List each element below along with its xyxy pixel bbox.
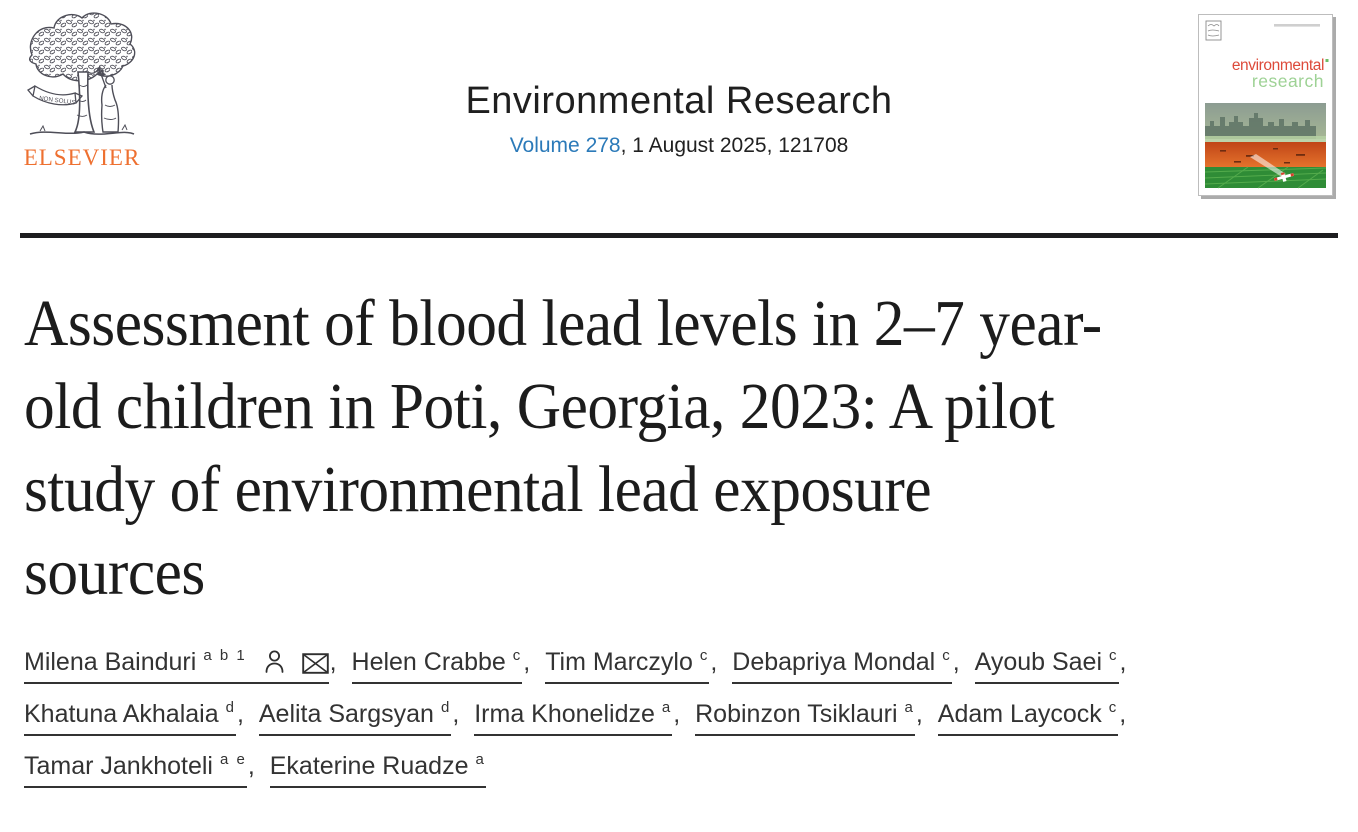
author-separator: , bbox=[329, 648, 344, 676]
author-separator: , bbox=[710, 648, 725, 676]
cover-title-research: research bbox=[1252, 71, 1324, 91]
author-name: Khatuna Akhalaia bbox=[24, 700, 219, 728]
author-link[interactable]: Tim Marczylo c bbox=[545, 647, 710, 684]
author-link[interactable]: Aelita Sargsyan d bbox=[258, 699, 452, 736]
author-row: Tamar Jankhoteli a e, Ekaterine Ruadze a bbox=[24, 751, 1134, 788]
author-row: Milena Bainduri a b 1 , Helen Crabbe c, Ti… bbox=[24, 647, 1134, 684]
author-name: Adam Laycock bbox=[937, 700, 1102, 728]
header-divider-rule bbox=[20, 233, 1338, 238]
article-title-line: sources bbox=[24, 536, 205, 609]
author-name: Robinzon Tsiklauri bbox=[695, 700, 898, 728]
elsevier-wordmark: ELSEVIER bbox=[23, 145, 141, 170]
author-affiliation-sup: a bbox=[661, 699, 673, 716]
author-separator: , bbox=[673, 700, 688, 728]
cover-illustration bbox=[1204, 103, 1327, 189]
author-separator: , bbox=[915, 700, 930, 728]
journal-title-link[interactable]: Environmental Research bbox=[465, 80, 893, 122]
journal-cover-thumbnail[interactable]: environmental research bbox=[1198, 14, 1333, 196]
logo-banner-text: NON SOLUS bbox=[39, 95, 76, 106]
author-link[interactable]: Tamar Jankhoteli a e bbox=[24, 751, 247, 788]
author-separator: , bbox=[452, 700, 467, 728]
author-separator: , bbox=[523, 648, 538, 676]
author-affiliation-sup: d bbox=[440, 699, 452, 716]
author-affiliation-sup: a bbox=[904, 699, 915, 716]
author-link[interactable]: Milena Bainduri a b 1 bbox=[24, 647, 329, 684]
author-link[interactable]: Khatuna Akhalaia d bbox=[24, 699, 236, 736]
author-name: Irma Khonelidze bbox=[474, 700, 655, 728]
author-link[interactable]: Ekaterine Ruadze a bbox=[269, 751, 486, 788]
author-link[interactable]: Helen Crabbe c bbox=[351, 647, 523, 684]
cover-title-environmental: environmental bbox=[1232, 57, 1324, 74]
author-row: Khatuna Akhalaia d, Aelita Sargsyan d, Irm… bbox=[24, 699, 1134, 736]
author-name: Aelita Sargsyan bbox=[258, 700, 434, 728]
journal-masthead: Environmental Research Volume 278, 1 Aug… bbox=[0, 80, 1358, 158]
author-name: Tamar Jankhoteli bbox=[24, 752, 213, 780]
author-name: Tim Marczylo bbox=[545, 648, 693, 676]
cover-mini-logo-icon bbox=[1205, 20, 1222, 41]
envelope-icon[interactable] bbox=[292, 648, 329, 676]
article-title-line: study of environmental lead exposure bbox=[24, 453, 932, 526]
cover-meta-bar bbox=[1274, 24, 1320, 27]
author-affiliation-sup: a b 1 bbox=[203, 647, 247, 664]
author-link[interactable]: Robinzon Tsiklauri a bbox=[695, 699, 915, 736]
author-affiliation-sup: c bbox=[512, 647, 523, 664]
elsevier-logo: NON SOLUS ELSEVIER bbox=[22, 10, 142, 171]
author-link[interactable]: Debapriya Mondal c bbox=[732, 647, 952, 684]
author-affiliation-sup: d bbox=[225, 699, 236, 716]
article-title-line: old children in Poti, Georgia, 2023: A p… bbox=[24, 370, 1055, 443]
volume-link[interactable]: Volume 278 bbox=[509, 134, 621, 157]
author-affiliation-sup: c bbox=[699, 647, 710, 664]
journal-issue-meta: Volume 278, 1 August 2025, 121708 bbox=[0, 134, 1358, 158]
article-title-line: Assessment of blood lead levels in 2–7 y… bbox=[24, 287, 1102, 360]
author-list: Milena Bainduri a b 1 , Helen Crabbe c, Ti… bbox=[24, 647, 1134, 804]
author-affiliation-sup: c bbox=[1108, 699, 1119, 716]
author-name: Helen Crabbe bbox=[351, 648, 506, 676]
article-title: Assessment of blood lead levels in 2–7 y… bbox=[24, 282, 1102, 614]
cover-plane-icon bbox=[1273, 172, 1295, 182]
author-name: Ayoub Saei bbox=[974, 648, 1103, 676]
author-name: Debapriya Mondal bbox=[732, 648, 936, 676]
issue-date-text: , 1 August 2025, 121708 bbox=[620, 134, 849, 157]
author-affiliation-sup: c bbox=[942, 647, 952, 664]
author-name: Ekaterine Ruadze bbox=[269, 752, 469, 780]
journal-cover-image: environmental research bbox=[1198, 14, 1333, 196]
author-separator: , bbox=[952, 648, 967, 676]
elsevier-tree-icon: NON SOLUS bbox=[27, 12, 136, 135]
author-affiliation-sup: a e bbox=[219, 751, 247, 768]
author-separator: , bbox=[1119, 700, 1127, 728]
author-separator: , bbox=[1119, 648, 1127, 676]
author-affiliation-sup: a bbox=[475, 751, 486, 768]
author-link[interactable]: Ayoub Saei c bbox=[974, 647, 1119, 684]
author-name: Milena Bainduri bbox=[24, 648, 197, 676]
author-separator: , bbox=[247, 752, 262, 780]
author-link[interactable]: Adam Laycock c bbox=[937, 699, 1119, 736]
author-link[interactable]: Irma Khonelidze a bbox=[474, 699, 673, 736]
author-separator: , bbox=[236, 700, 251, 728]
author-affiliation-sup: c bbox=[1109, 647, 1119, 664]
person-icon[interactable] bbox=[247, 648, 292, 676]
